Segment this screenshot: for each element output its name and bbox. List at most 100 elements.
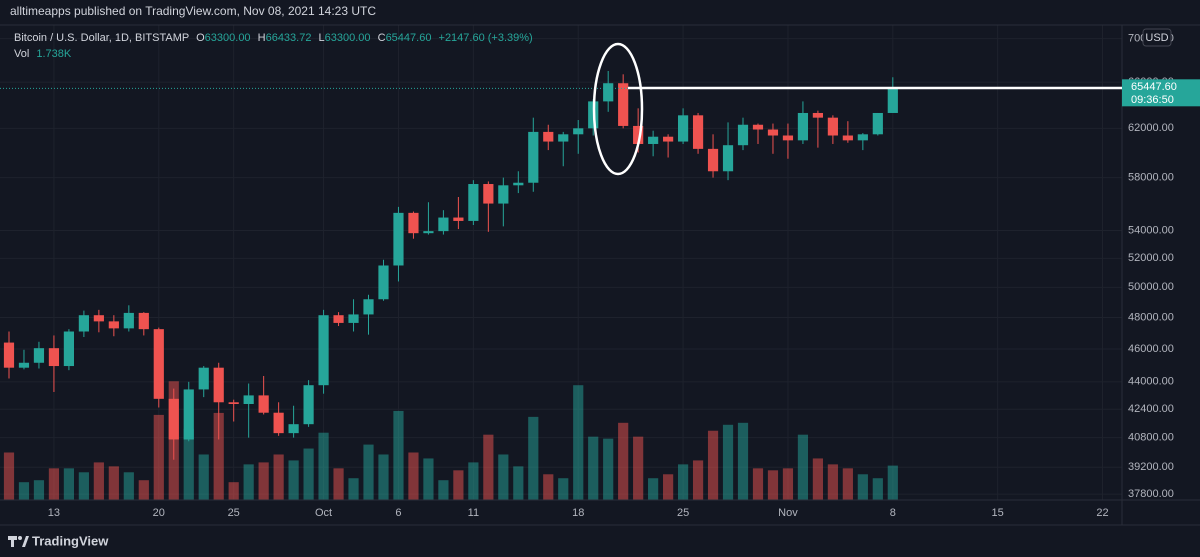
volume-bar bbox=[393, 410, 404, 500]
legend-value: 65447.60 bbox=[386, 32, 432, 44]
y-tick-label: 42400.00 bbox=[1128, 403, 1174, 415]
legend-key: C bbox=[378, 32, 386, 44]
candle-body bbox=[483, 184, 494, 204]
volume-bar bbox=[692, 460, 704, 500]
volume-bar bbox=[498, 454, 509, 500]
volume-bar bbox=[18, 482, 30, 500]
candle-body bbox=[393, 212, 404, 266]
volume-bar bbox=[573, 385, 584, 500]
candle-body bbox=[648, 136, 659, 144]
legend-value: 66433.72 bbox=[266, 32, 312, 44]
volume-bar bbox=[513, 466, 524, 500]
volume-bar bbox=[123, 472, 134, 500]
candle-body bbox=[498, 185, 509, 204]
candle-body bbox=[468, 184, 479, 221]
volume-bar bbox=[618, 422, 629, 500]
volume-bar bbox=[872, 478, 883, 500]
candle-body bbox=[198, 367, 209, 390]
volume-bar bbox=[483, 434, 494, 500]
volume-bar bbox=[543, 474, 554, 500]
y-tick-label: 39200.00 bbox=[1128, 461, 1174, 473]
candle-body bbox=[378, 265, 389, 300]
candle-body bbox=[752, 124, 764, 130]
footer-brand: TradingView bbox=[32, 533, 109, 548]
x-tick-label: 22 bbox=[1096, 507, 1108, 519]
candle-body bbox=[273, 412, 284, 434]
candle-body bbox=[303, 385, 314, 425]
volume-bar bbox=[153, 414, 164, 500]
volume-bar bbox=[228, 482, 239, 500]
y-tick-label: 48000.00 bbox=[1128, 311, 1174, 323]
candle-body bbox=[513, 182, 524, 186]
volume-bar bbox=[363, 444, 374, 500]
candle-body bbox=[93, 315, 104, 322]
volume-bar bbox=[273, 454, 284, 500]
legend-key: O bbox=[196, 32, 205, 44]
candle-body bbox=[558, 134, 569, 142]
y-tick-label: 54000.00 bbox=[1128, 224, 1174, 236]
volume-bar bbox=[707, 430, 719, 500]
candle-body bbox=[123, 312, 134, 329]
x-tick-label: 13 bbox=[48, 507, 60, 519]
volume-bar bbox=[528, 416, 539, 500]
volume-bar bbox=[138, 480, 149, 500]
volume-bar bbox=[438, 480, 449, 500]
volume-bar bbox=[648, 478, 659, 500]
x-tick-label: 11 bbox=[468, 507, 479, 519]
volume-bar bbox=[318, 432, 329, 500]
footer-logo bbox=[8, 536, 29, 547]
candle-body bbox=[857, 134, 868, 141]
y-tick-label: 44000.00 bbox=[1128, 376, 1174, 388]
candle-body bbox=[663, 136, 674, 142]
legend-key: Vol bbox=[14, 48, 29, 60]
candle-body bbox=[633, 125, 644, 144]
last-price-label: 65447.60 bbox=[1131, 81, 1177, 93]
y-tick-label: 40800.00 bbox=[1128, 432, 1174, 444]
candle-body bbox=[363, 299, 374, 315]
volume-bar bbox=[93, 462, 104, 500]
volume-bar bbox=[887, 465, 898, 500]
candle-body bbox=[827, 117, 838, 136]
candle-body bbox=[737, 124, 749, 146]
candle-body bbox=[333, 315, 344, 323]
volume-bar bbox=[378, 454, 389, 500]
x-tick-label: 6 bbox=[395, 507, 401, 519]
currency-button-label[interactable]: USD bbox=[1145, 32, 1168, 44]
candle-body bbox=[573, 128, 584, 135]
volume-bar bbox=[752, 468, 764, 500]
volume-bar bbox=[722, 424, 734, 500]
volume-bar bbox=[588, 436, 599, 500]
candle-body bbox=[528, 131, 539, 183]
volume-bar bbox=[663, 474, 674, 500]
volume-bar bbox=[3, 452, 15, 500]
candle-body bbox=[33, 348, 45, 363]
volume-bar bbox=[603, 438, 614, 500]
volume-bar bbox=[767, 470, 779, 500]
drawn-ellipse bbox=[592, 42, 644, 176]
countdown-label: 09:36:50 bbox=[1131, 94, 1174, 106]
legend: Bitcoin / U.S. Dollar, 1D, BITSTAMP O633… bbox=[14, 32, 533, 44]
candle-body bbox=[228, 402, 239, 405]
volume-bar bbox=[782, 468, 794, 500]
x-tick-label: 15 bbox=[992, 507, 1004, 519]
candle-body bbox=[78, 315, 89, 332]
legend-key: L bbox=[319, 32, 325, 44]
candle-body bbox=[453, 217, 464, 221]
candle-body bbox=[213, 367, 224, 403]
volume-bar bbox=[78, 472, 89, 500]
last-price-box bbox=[1122, 79, 1200, 107]
volume-bar bbox=[348, 478, 359, 500]
candle-body bbox=[318, 315, 329, 386]
volume-bar bbox=[243, 464, 254, 500]
volume-bar bbox=[842, 468, 853, 500]
x-tick-label: Nov bbox=[778, 507, 798, 519]
candle-body bbox=[438, 217, 449, 232]
currency-button[interactable] bbox=[1142, 28, 1172, 47]
volume-bar bbox=[303, 448, 314, 500]
volume-bar bbox=[183, 428, 194, 500]
volume-bar bbox=[423, 458, 434, 500]
published-line: alltimeapps published on TradingView.com… bbox=[10, 4, 376, 18]
volume-bar bbox=[408, 452, 419, 500]
volume-layer bbox=[3, 381, 898, 500]
x-tick-label: 18 bbox=[572, 507, 584, 519]
